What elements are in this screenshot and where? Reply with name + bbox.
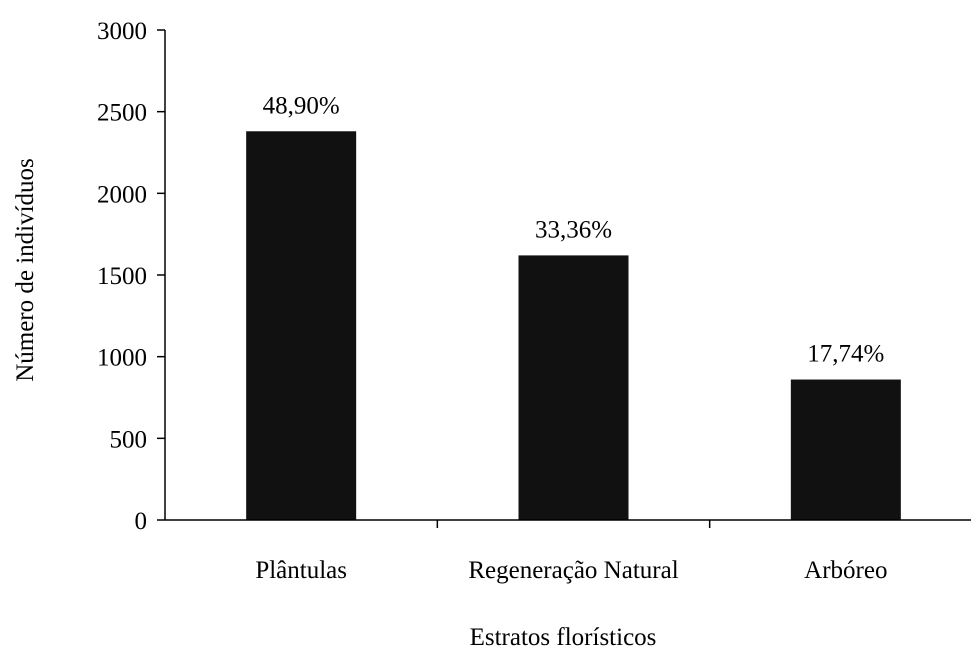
- data-label: 17,74%: [807, 341, 884, 368]
- y-axis-title: Número de indivíduos: [12, 158, 39, 382]
- data-label: 48,90%: [263, 92, 340, 119]
- y-tick-label: 1500: [97, 263, 147, 290]
- x-tick-label: Regeneração Natural: [468, 557, 678, 584]
- bar-2: [518, 255, 629, 520]
- x-tick-label: Plântulas: [255, 557, 347, 584]
- y-tick-label: 2500: [97, 100, 147, 127]
- x-tick-label: Arbóreo: [804, 557, 887, 584]
- bar-1: [246, 131, 357, 520]
- y-tick-label: 500: [110, 426, 148, 453]
- data-labels: 48,90% 33,36% 17,74%: [263, 92, 885, 367]
- y-tick-label: 0: [135, 508, 148, 535]
- x-axis-title: Estratos florísticos: [470, 624, 657, 651]
- data-label: 33,36%: [535, 216, 612, 243]
- bars-layer: [246, 131, 901, 520]
- y-ticks: 0 500 1000 1500 2000 2500 3000: [97, 18, 165, 535]
- y-tick-label: 3000: [97, 18, 147, 45]
- y-tick-label: 2000: [97, 181, 147, 208]
- x-ticks: Plântulas Regeneração Natural Arbóreo: [255, 520, 887, 584]
- y-tick-label: 1000: [97, 345, 147, 372]
- bar-3: [790, 379, 901, 520]
